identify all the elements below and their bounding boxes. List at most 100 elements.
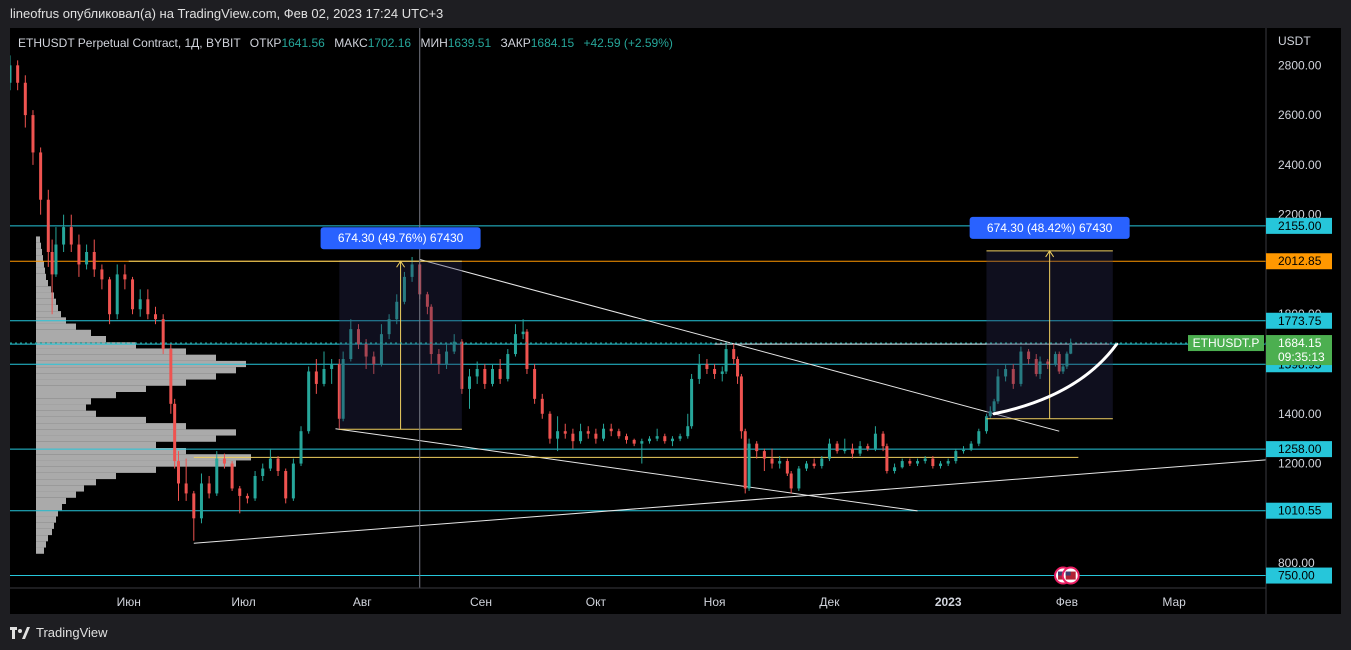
candle-body[interactable]: [732, 349, 736, 360]
candle-body[interactable]: [697, 364, 701, 379]
candle-body[interactable]: [969, 443, 973, 450]
candle-body[interactable]: [23, 82, 27, 116]
candle-body[interactable]: [437, 354, 441, 364]
candle-body[interactable]: [9, 65, 12, 83]
level-tag[interactable]: [1266, 441, 1332, 458]
candle-body[interactable]: [984, 416, 988, 432]
candle-body[interactable]: [939, 463, 943, 467]
candle-body[interactable]: [307, 371, 311, 432]
candle-body[interactable]: [299, 431, 303, 464]
candle-body[interactable]: [245, 495, 249, 499]
candle-body[interactable]: [85, 252, 89, 265]
candle-body[interactable]: [663, 436, 667, 442]
candle-body[interactable]: [743, 431, 747, 489]
candle-body[interactable]: [525, 331, 529, 369]
candle-body[interactable]: [900, 461, 904, 468]
candle-body[interactable]: [176, 461, 180, 484]
candle-body[interactable]: [647, 438, 651, 442]
candle-body[interactable]: [602, 428, 606, 439]
candle-body[interactable]: [330, 364, 334, 369]
candle-body[interactable]: [961, 449, 965, 452]
candle-body[interactable]: [954, 451, 958, 462]
candle-body[interactable]: [387, 319, 391, 335]
candle-body[interactable]: [988, 411, 992, 417]
candle-body[interactable]: [138, 299, 142, 310]
candle-body[interactable]: [268, 458, 272, 469]
candle-body[interactable]: [789, 473, 793, 489]
candle-body[interactable]: [1019, 351, 1023, 384]
candle-body[interactable]: [108, 279, 112, 315]
candle-body[interactable]: [670, 438, 674, 442]
candle-body[interactable]: [54, 244, 58, 275]
candle-body[interactable]: [199, 483, 203, 519]
candle-body[interactable]: [207, 483, 211, 494]
candle-body[interactable]: [425, 294, 429, 307]
brush-curve[interactable]: [992, 342, 1119, 416]
level-tag[interactable]: [1266, 502, 1332, 519]
candle-body[interactable]: [1053, 354, 1057, 364]
candle-body[interactable]: [16, 65, 20, 83]
candle-body[interactable]: [46, 199, 50, 252]
candle-body[interactable]: [1038, 361, 1042, 374]
candle-body[interactable]: [372, 356, 376, 364]
candle-body[interactable]: [533, 368, 537, 399]
candle-body[interactable]: [146, 299, 150, 315]
candle-body[interactable]: [579, 431, 583, 442]
candle-body[interactable]: [230, 463, 234, 489]
candle-body[interactable]: [39, 152, 43, 200]
candle-body[interactable]: [609, 428, 613, 432]
candle-body[interactable]: [276, 458, 280, 472]
candle-body[interactable]: [705, 364, 709, 369]
level-tag[interactable]: [1266, 567, 1332, 584]
candle-body[interactable]: [655, 436, 659, 439]
candle-body[interactable]: [678, 436, 682, 439]
last-price-tag[interactable]: [1266, 335, 1332, 366]
candle-body[interactable]: [364, 344, 368, 357]
candle-body[interactable]: [556, 431, 560, 439]
candle-body[interactable]: [475, 368, 479, 377]
candle-body[interactable]: [739, 376, 743, 432]
candle-body[interactable]: [1061, 366, 1065, 372]
candle-body[interactable]: [131, 279, 135, 310]
candle-body[interactable]: [1011, 368, 1015, 384]
candle-body[interactable]: [881, 433, 885, 447]
candle-body[interactable]: [713, 368, 717, 374]
candle-body[interactable]: [548, 413, 552, 439]
candle-body[interactable]: [161, 319, 165, 350]
candle-body[interactable]: [762, 451, 766, 459]
candle-body[interactable]: [1057, 354, 1061, 372]
level-tag[interactable]: [1266, 217, 1332, 234]
candle-body[interactable]: [946, 461, 950, 464]
candle-body[interactable]: [154, 314, 158, 320]
candle-body[interactable]: [594, 433, 598, 439]
candle-body[interactable]: [720, 371, 724, 374]
candle-body[interactable]: [755, 443, 759, 452]
trendline-lower[interactable]: [335, 428, 918, 512]
candle-body[interactable]: [1027, 351, 1031, 360]
candle-body[interactable]: [238, 488, 242, 496]
candle-body[interactable]: [586, 431, 590, 434]
candle-body[interactable]: [468, 376, 472, 389]
candle-body[interactable]: [429, 306, 433, 355]
candle-body[interactable]: [173, 403, 177, 462]
level-tag[interactable]: [1266, 312, 1332, 329]
candle-body[interactable]: [690, 378, 694, 427]
candle-body[interactable]: [858, 446, 862, 454]
candle-body[interactable]: [640, 441, 644, 444]
candle-body[interactable]: [843, 448, 847, 452]
candle-body[interactable]: [785, 461, 789, 474]
candle-body[interactable]: [820, 458, 824, 467]
candle-body[interactable]: [215, 458, 219, 494]
candle-body[interactable]: [1034, 359, 1038, 374]
candle-body[interactable]: [992, 401, 996, 412]
tradingview-logo[interactable]: TradingView: [10, 625, 108, 640]
candle-body[interactable]: [736, 359, 740, 377]
candle-body[interactable]: [625, 436, 629, 440]
candle-body[interactable]: [62, 227, 66, 245]
candle-body[interactable]: [916, 461, 920, 464]
candle-body[interactable]: [873, 433, 877, 449]
candle-body[interactable]: [804, 463, 808, 469]
candle-body[interactable]: [506, 354, 510, 379]
candle-body[interactable]: [50, 252, 54, 275]
candle-body[interactable]: [314, 371, 318, 384]
